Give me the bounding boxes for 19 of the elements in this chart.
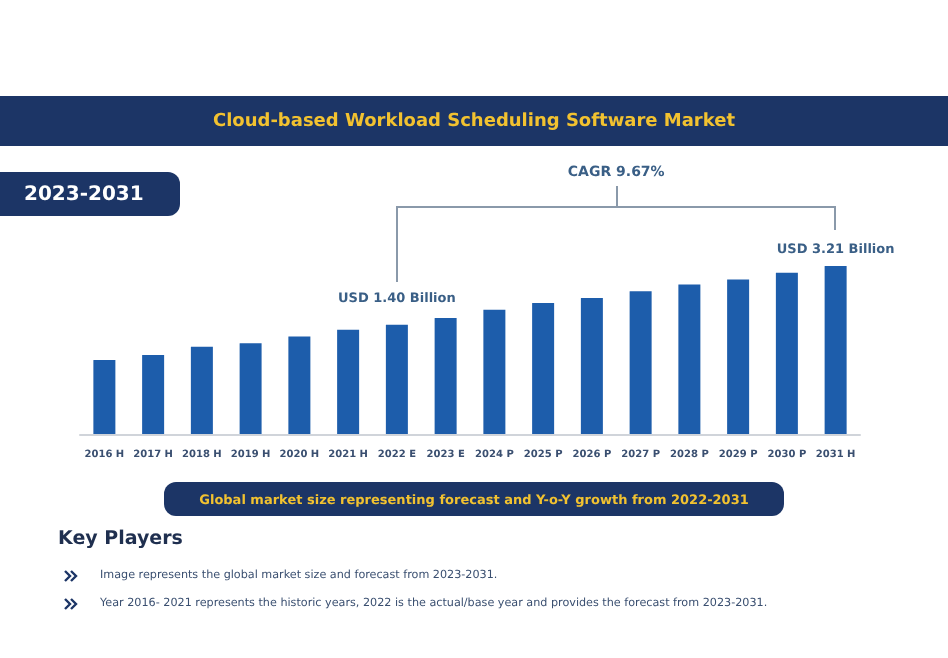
- chart-title: Cloud-based Workload Scheduling Software Market: [0, 96, 948, 146]
- bar: [678, 284, 701, 434]
- bar: [532, 302, 555, 434]
- bar: [775, 272, 798, 434]
- bar: [580, 297, 603, 434]
- bar: [824, 266, 847, 434]
- bar: [385, 324, 408, 434]
- bar: [142, 355, 165, 434]
- bar: [190, 346, 213, 434]
- bar: [434, 318, 457, 434]
- bar: [288, 336, 311, 434]
- bar: [337, 329, 360, 434]
- bar: [93, 360, 116, 434]
- bar: [483, 309, 506, 434]
- text: Key Players: [58, 528, 183, 550]
- bar: [239, 343, 262, 434]
- bar: [727, 279, 750, 434]
- chart-subtitle: 2023-2031: [0, 172, 180, 216]
- bar: [629, 291, 652, 434]
